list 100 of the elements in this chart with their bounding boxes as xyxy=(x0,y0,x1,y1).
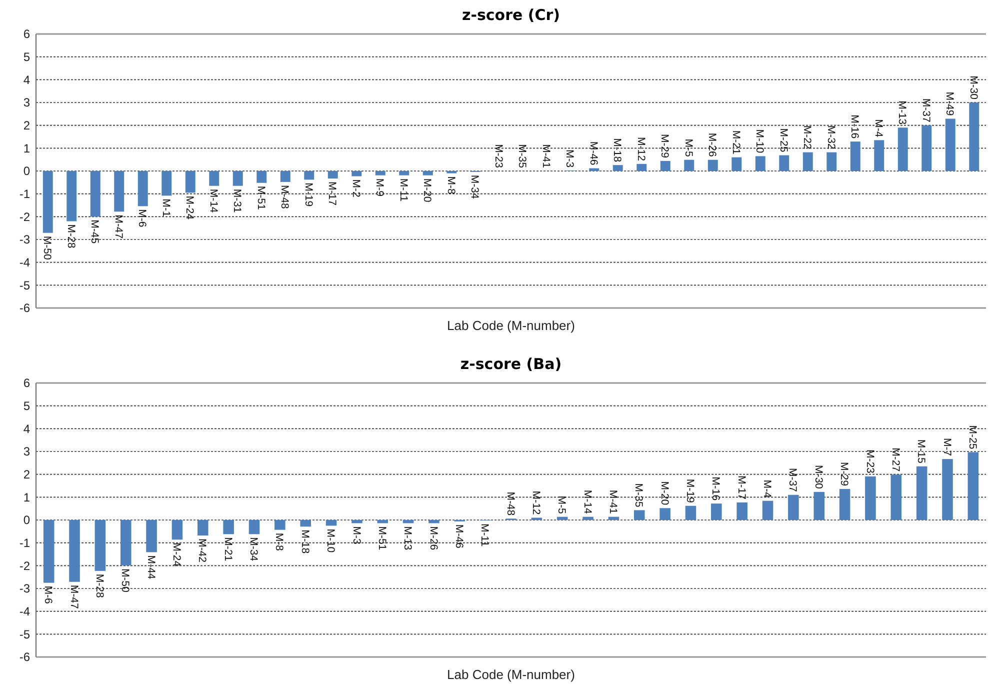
x-tick-label: M-9 xyxy=(374,178,386,197)
x-tick-label: M-17 xyxy=(735,475,748,500)
y-tick-label: 1 xyxy=(23,490,30,504)
x-tick-label: M-14 xyxy=(207,188,220,213)
x-tick-label: M-23 xyxy=(492,144,504,168)
y-tick-label: 2 xyxy=(23,468,30,482)
x-tick-label: M-17 xyxy=(326,182,338,206)
x-tick-label: M-5 xyxy=(556,496,568,514)
x-tick-label: M-46 xyxy=(452,524,465,548)
x-tick-label: M-30 xyxy=(812,464,824,490)
bar xyxy=(802,152,813,171)
y-tick-label: -2 xyxy=(19,210,30,224)
x-tick-label: M-7 xyxy=(940,438,953,456)
x-tick-label: M-13 xyxy=(402,526,414,550)
x-tick-label: M-34 xyxy=(248,537,260,562)
bar xyxy=(945,118,956,171)
y-tick-label: 5 xyxy=(23,50,30,64)
x-tick-label: M-47 xyxy=(112,214,124,239)
y-tick-label: -3 xyxy=(19,232,30,247)
y-tick-label: 0 xyxy=(23,164,30,178)
bar xyxy=(162,171,172,196)
x-tick-label: M-15 xyxy=(915,439,928,464)
x-tick-label: M-20 xyxy=(421,178,434,202)
bar xyxy=(942,459,953,520)
x-tick-label: M-12 xyxy=(530,490,542,515)
x-tick-label: M-32 xyxy=(824,125,837,150)
x-tick-label: M-16 xyxy=(848,114,861,139)
bar xyxy=(198,520,208,536)
x-tick-label: M-6 xyxy=(136,209,148,228)
bar xyxy=(865,476,876,520)
bar xyxy=(779,155,790,171)
x-tick-label: M-21 xyxy=(730,130,742,154)
x-tick-label: M-5 xyxy=(682,138,694,157)
y-tick-label: 6 xyxy=(23,27,30,42)
x-tick-label: M-49 xyxy=(944,92,956,116)
x-tick-label: M-13 xyxy=(896,100,908,125)
y-tick-label: 4 xyxy=(23,422,30,436)
bar xyxy=(114,171,124,212)
x-tick-label: M-25 xyxy=(966,425,978,450)
x-tick-label: M-4 xyxy=(761,480,774,498)
x-tick-label: M-12 xyxy=(634,136,647,162)
x-tick-label: M-29 xyxy=(838,462,850,486)
y-tick-label: 5 xyxy=(23,399,30,414)
bar xyxy=(556,516,568,520)
bar xyxy=(636,164,647,171)
x-tick-label: M-19 xyxy=(684,478,696,503)
bar xyxy=(969,102,980,171)
x-tick-label: M-3 xyxy=(350,526,362,544)
bar xyxy=(422,171,433,176)
x-tick-label: M-26 xyxy=(706,132,718,157)
bar xyxy=(826,152,837,171)
bar xyxy=(660,160,670,171)
bar xyxy=(256,171,267,183)
x-tick-label: M-8 xyxy=(444,176,457,195)
x-tick-label: M-24 xyxy=(184,196,196,220)
x-tick-label: M-1 xyxy=(160,198,172,217)
bar xyxy=(685,506,696,520)
x-axis-title: Lab Code (M-number) xyxy=(447,667,575,682)
x-axis-title: Lab Code (M-number) xyxy=(447,318,575,333)
x-tick-label: M-41 xyxy=(540,144,552,168)
bar xyxy=(874,140,884,171)
x-tick-label: M-11 xyxy=(397,178,410,202)
bar xyxy=(280,171,290,182)
bar xyxy=(890,474,902,520)
x-tick-label: M-18 xyxy=(298,530,311,554)
bar xyxy=(589,168,600,171)
x-tick-label: M-4 xyxy=(872,119,884,138)
y-tick-label: -5 xyxy=(19,278,30,292)
bar xyxy=(402,520,414,524)
bar xyxy=(223,520,234,534)
x-tick-label: M-25 xyxy=(777,128,790,152)
y-tick-label: 2 xyxy=(23,118,30,133)
bar xyxy=(232,171,243,186)
x-tick-label: M-48 xyxy=(278,184,291,210)
bar xyxy=(684,160,694,171)
y-tick-label: -6 xyxy=(19,301,30,316)
y-tick-label: -2 xyxy=(19,558,30,573)
x-tick-label: M-19 xyxy=(302,182,314,207)
bar xyxy=(814,492,824,520)
x-tick-label: M-22 xyxy=(801,125,814,150)
x-tick-label: M-14 xyxy=(581,490,594,514)
bar xyxy=(850,142,860,171)
x-tick-label: M-34 xyxy=(468,174,481,199)
bar xyxy=(762,500,774,520)
bar xyxy=(788,494,799,520)
bar xyxy=(732,157,742,171)
bar xyxy=(326,520,337,526)
x-tick-label: M-27 xyxy=(889,448,902,472)
y-tick-label: -1 xyxy=(19,187,30,202)
x-tick-label: M-18 xyxy=(611,138,624,162)
y-tick-label: -6 xyxy=(19,650,30,664)
y-tick-label: -4 xyxy=(19,256,30,270)
x-tick-label: M-45 xyxy=(88,220,101,244)
bar xyxy=(248,520,260,534)
x-tick-label: M-42 xyxy=(196,538,208,563)
x-tick-label: M-10 xyxy=(324,528,337,553)
bar xyxy=(608,516,620,520)
bar xyxy=(209,171,220,186)
y-tick-label: -3 xyxy=(19,582,30,596)
bar xyxy=(428,520,440,524)
